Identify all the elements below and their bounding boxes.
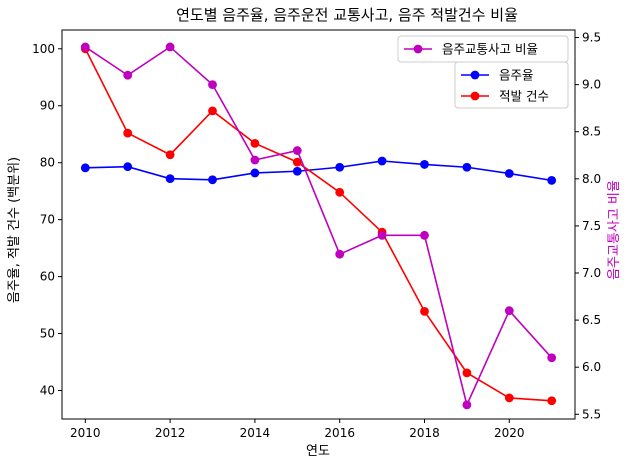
data-point — [335, 187, 345, 197]
x-tick-label: 2020 — [494, 426, 525, 440]
data-point — [250, 168, 260, 178]
data-point — [208, 106, 217, 116]
data-point — [123, 128, 133, 138]
data-point — [547, 175, 557, 185]
data-point — [462, 368, 472, 378]
legend-swatch-marker — [413, 44, 423, 54]
y-tick-label: 100 — [32, 42, 55, 56]
x-tick-label: 2012 — [155, 426, 186, 440]
y-tick-label: 40 — [40, 384, 55, 398]
data-point — [420, 306, 429, 316]
data-point — [504, 169, 514, 178]
y-tick-label: 80 — [40, 156, 55, 170]
y-right-tick-label: 9.0 — [582, 78, 601, 92]
y-tick-label: 60 — [40, 270, 55, 284]
data-point — [208, 80, 217, 90]
y-axis-right-title: 음주교통사고 비율 — [607, 180, 622, 280]
legend-swatch-marker — [470, 70, 480, 80]
data-point — [504, 306, 514, 316]
data-point — [462, 400, 472, 410]
data-point — [165, 174, 175, 184]
y-right-tick-label: 8.0 — [582, 172, 601, 186]
data-point — [80, 163, 90, 173]
data-point — [335, 249, 345, 259]
y-right-tick-label: 9.5 — [582, 31, 601, 45]
y-right-tick-label: 6.0 — [582, 360, 601, 374]
data-point — [80, 42, 90, 52]
y-right-tick-label: 5.5 — [582, 407, 601, 421]
y-right-tick-label: 8.5 — [582, 125, 601, 139]
plot-frame — [61, 29, 576, 420]
x-tick-label: 2016 — [324, 426, 355, 440]
data-point — [377, 156, 387, 166]
data-point — [504, 393, 514, 403]
series-line-1 — [85, 160, 552, 182]
data-point — [123, 162, 133, 172]
data-point — [377, 230, 387, 240]
series-line-2 — [84, 48, 552, 402]
chart-title: 연도별 음주율, 음주운전 교통사고, 음주 적발건수 비율 — [176, 6, 518, 24]
y-right-tick-label: 7.5 — [582, 219, 601, 233]
series-line-3 — [84, 45, 553, 408]
data-point — [250, 155, 260, 165]
legend-label: 음주율 — [499, 68, 534, 83]
y-right-tick-label: 6.5 — [582, 313, 601, 327]
data-point — [292, 146, 302, 155]
y-tick-label: 50 — [40, 327, 55, 341]
y-right-tick-label: 7.0 — [582, 266, 601, 280]
x-tick-label: 2018 — [409, 426, 440, 440]
y-tick-label: 70 — [40, 213, 55, 227]
x-tick-label: 2010 — [70, 426, 101, 440]
data-point — [420, 160, 429, 169]
legend-label: 음주교통사고 비율 — [442, 42, 538, 57]
data-point — [547, 353, 557, 363]
data-point — [250, 138, 260, 148]
data-point — [292, 157, 302, 167]
data-point — [123, 70, 133, 80]
data-point — [420, 230, 429, 240]
data-point — [165, 42, 175, 52]
data-point — [208, 175, 217, 185]
data-point — [335, 162, 345, 172]
data-point — [292, 166, 302, 176]
y-axis-title: 음주율, 적발 건수 (백분위) — [7, 157, 22, 303]
data-point — [462, 162, 472, 172]
x-tick-label: 2014 — [240, 426, 271, 440]
legend-label: 적발 건수 — [499, 89, 549, 104]
x-axis-title: 연도 — [306, 444, 330, 459]
data-point — [547, 396, 557, 406]
legend-swatch-marker — [470, 91, 480, 101]
data-point — [165, 150, 175, 160]
y-tick-label: 90 — [40, 99, 55, 113]
